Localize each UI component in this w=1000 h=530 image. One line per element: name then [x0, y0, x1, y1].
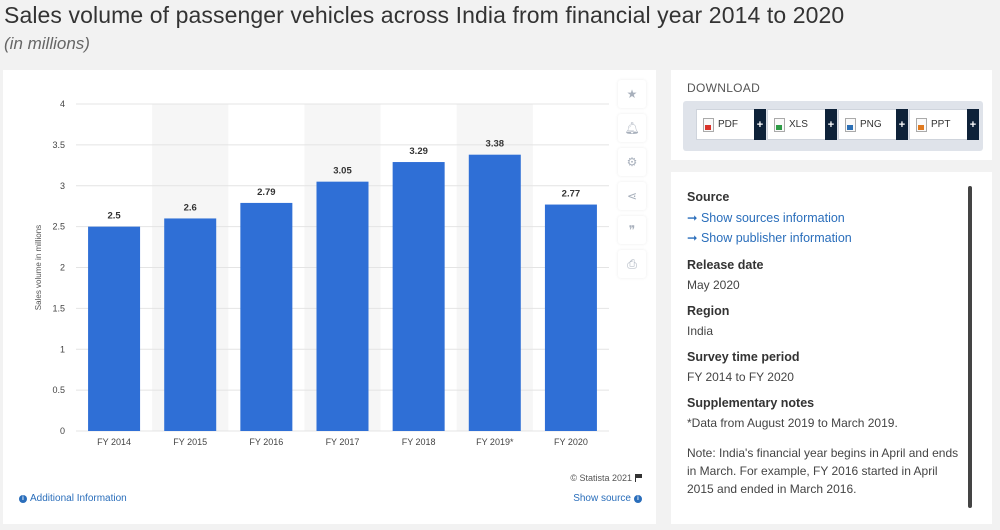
- download-pdf-label: PDF: [718, 119, 738, 130]
- download-png-button[interactable]: PNG +: [838, 109, 908, 140]
- details-panel: Source ➞ Show sources information ➞ Show…: [671, 172, 992, 524]
- y-tick-label: 3: [60, 181, 65, 191]
- value-label: 3.05: [333, 166, 352, 177]
- x-tick-label: FY 2017: [326, 437, 360, 447]
- value-label: 3.38: [486, 139, 505, 150]
- additional-information-label: Additional Information: [30, 493, 127, 504]
- download-png-label: PNG: [860, 119, 882, 130]
- y-tick-label: 1.5: [52, 303, 65, 313]
- y-tick-label: 0: [60, 426, 65, 436]
- value-label: 2.6: [184, 202, 197, 213]
- download-bar: PDF + XLS + PNG + PPT +: [683, 101, 983, 151]
- show-source-label: Show source: [573, 493, 631, 504]
- release-date-value: May 2020: [687, 278, 740, 292]
- bar-fy-2018: [392, 162, 445, 431]
- bar-fy-2020: [544, 204, 597, 431]
- download-panel: DOWNLOAD PDF + XLS + PNG + PPT +: [671, 70, 992, 160]
- download-ppt-button[interactable]: PPT +: [909, 109, 979, 140]
- value-label: 2.5: [107, 211, 121, 222]
- print-icon[interactable]: ⎙: [618, 250, 646, 278]
- download-xls-label: XLS: [789, 119, 808, 130]
- supplementary-notes-heading: Supplementary notes: [687, 396, 815, 410]
- png-file-icon: [845, 117, 856, 132]
- y-axis-title: Sales volume in millions: [34, 225, 43, 310]
- share-icon[interactable]: ⋖: [618, 182, 646, 210]
- copyright-text: © Statista 2021: [570, 473, 632, 483]
- bar-fy-2015: [164, 218, 217, 431]
- bar-fy-2017: [316, 181, 369, 431]
- supplementary-note-1: *Data from August 2019 to March 2019.: [687, 416, 898, 430]
- page-title: Sales volume of passenger vehicles acros…: [4, 2, 845, 28]
- plus-icon: +: [896, 109, 908, 140]
- page-subtitle: (in millions): [4, 34, 90, 53]
- show-sources-link[interactable]: ➞ Show sources information: [687, 211, 845, 225]
- value-label: 3.29: [409, 146, 428, 157]
- info-icon: i: [634, 494, 642, 503]
- pdf-file-icon: [703, 117, 714, 132]
- x-tick-label: FY 2018: [402, 437, 436, 447]
- download-xls-button[interactable]: XLS +: [767, 109, 837, 140]
- download-title: DOWNLOAD: [687, 81, 761, 95]
- y-tick-label: 2: [60, 263, 65, 273]
- bar-fy-2016: [240, 202, 293, 431]
- y-tick-label: 0.5: [52, 385, 65, 395]
- y-tick-label: 1: [60, 344, 65, 354]
- star-icon[interactable]: ★: [618, 80, 646, 108]
- survey-period-heading: Survey time period: [687, 350, 800, 364]
- bar-chart: 0 0.5 1 1.5 2 2.5 3 3.5 4 2.5 FY 2014 2.6 FY 2015 2.7…: [34, 99, 609, 447]
- download-pdf-button[interactable]: PDF +: [696, 109, 766, 140]
- y-tick-label: 2.5: [52, 222, 65, 232]
- show-publisher-link[interactable]: ➞ Show publisher information: [687, 231, 852, 245]
- show-source-link[interactable]: Show source i: [573, 493, 642, 504]
- x-tick-label: FY 2014: [97, 437, 131, 447]
- x-tick-label: FY 2020: [554, 437, 588, 447]
- details-scrollbar[interactable]: [968, 186, 972, 508]
- y-tick-label: 4: [60, 99, 65, 109]
- copyright: © Statista 2021: [570, 473, 642, 483]
- bell-icon[interactable]: 🔔︎: [618, 114, 646, 142]
- bar-fy-2014: [88, 226, 141, 431]
- value-label: 2.77: [562, 189, 581, 200]
- chart-card: 0 0.5 1 1.5 2 2.5 3 3.5 4 2.5 FY 2014 2.6 FY 2015 2.7…: [3, 70, 656, 524]
- y-tick-label: 3.5: [52, 140, 65, 150]
- gear-icon[interactable]: ⚙: [618, 148, 646, 176]
- x-tick-label: FY 2016: [249, 437, 283, 447]
- quote-icon[interactable]: ❞: [618, 216, 646, 244]
- plus-icon: +: [825, 109, 837, 140]
- bar-fy-2019-: [468, 154, 521, 431]
- additional-information-link[interactable]: i Additional Information: [19, 493, 127, 504]
- ppt-file-icon: [916, 117, 927, 132]
- xls-file-icon: [774, 117, 785, 132]
- flag-icon[interactable]: [635, 474, 642, 482]
- download-ppt-label: PPT: [931, 119, 951, 130]
- x-tick-label: FY 2019*: [476, 437, 514, 447]
- release-date-heading: Release date: [687, 258, 764, 272]
- plus-icon: +: [754, 109, 766, 140]
- x-tick-label: FY 2015: [173, 437, 207, 447]
- plus-icon: +: [967, 109, 979, 140]
- survey-period-value: FY 2014 to FY 2020: [687, 370, 794, 384]
- region-value: India: [687, 324, 714, 338]
- info-icon: i: [19, 494, 27, 503]
- value-label: 2.79: [257, 187, 276, 198]
- region-heading: Region: [687, 304, 730, 318]
- chart-toolbar: ★ 🔔︎ ⚙ ⋖ ❞ ⎙: [618, 80, 648, 284]
- source-heading: Source: [687, 190, 730, 204]
- supplementary-note-2: Note: India's financial year begins in A…: [687, 446, 959, 496]
